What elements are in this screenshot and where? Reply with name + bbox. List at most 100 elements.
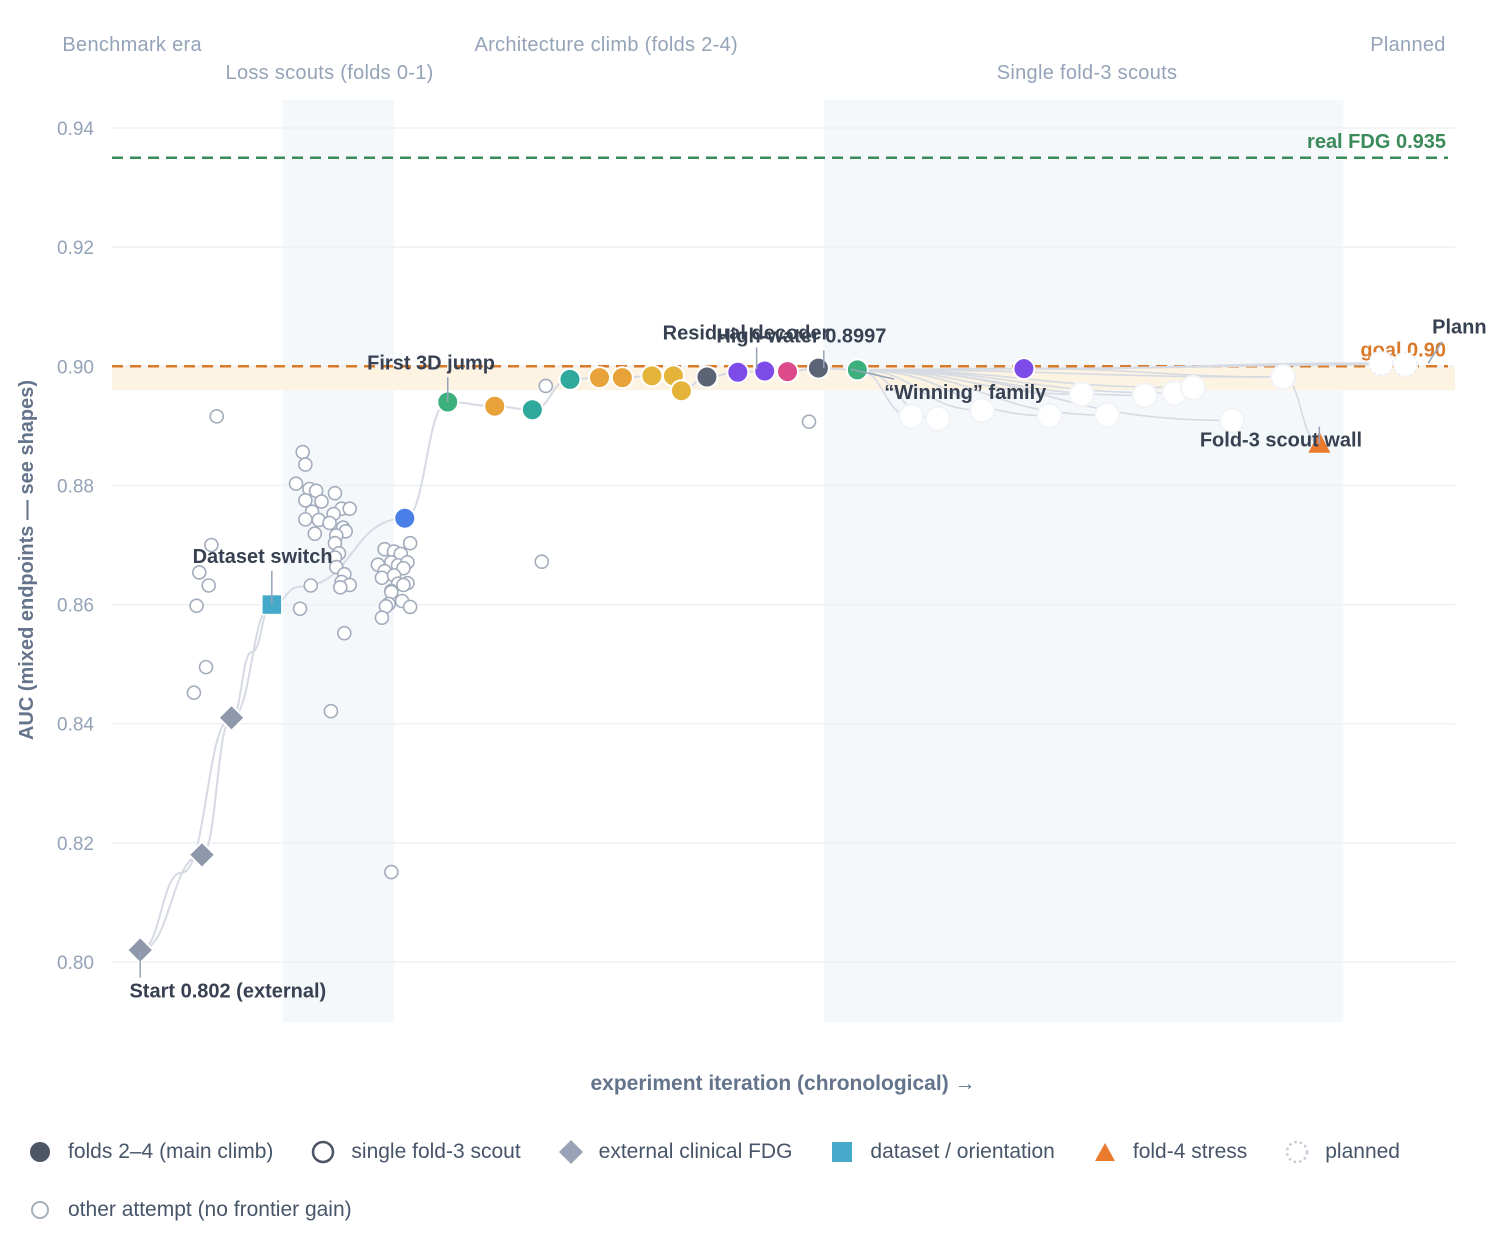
annotation-label: Residual decoder	[663, 322, 830, 344]
other-attempt-point	[298, 457, 313, 472]
other-attempt-point	[307, 526, 323, 541]
y-tick-label: 0.92	[57, 238, 94, 259]
other-attempt-point	[342, 501, 358, 516]
other-attempt-point	[333, 579, 348, 595]
legend: folds 2–4 (main climb) single fold-3 scou…	[28, 1140, 1478, 1222]
other-attempt-point	[298, 512, 313, 527]
other-attempt-point	[327, 485, 343, 501]
y-tick-label: 0.88	[57, 476, 94, 497]
annotation-label: “Winning” family	[884, 382, 1047, 404]
main-climb-point	[610, 366, 634, 390]
other-attempt-point	[288, 476, 304, 491]
y-tick-label: 0.80	[57, 953, 94, 974]
diamond-icon	[558, 1140, 583, 1164]
other-attempt-point	[198, 659, 214, 675]
connector-curve	[1023, 367, 1320, 445]
other-attempt-point	[201, 578, 216, 593]
main-climb-point	[520, 398, 544, 422]
legend-label: fold-4 stress	[1132, 1140, 1248, 1163]
annotation-label: Start 0.802 (external)	[129, 981, 326, 1003]
main-climb-point	[588, 366, 612, 390]
legend-label: dataset / orientation	[870, 1140, 1055, 1163]
fold3-scout-point	[1131, 382, 1158, 409]
legend-item: planned	[1285, 1140, 1400, 1164]
annotation-leader	[850, 368, 895, 380]
legend-label: external clinical FDG	[598, 1140, 793, 1163]
fold3-scout-point	[1270, 364, 1297, 391]
chart: 0.80 0.82 0.84 0.86 0.88 0.90 0.92 0.94 real FDG…	[16, 34, 1487, 1095]
era-label: Single fold-3 scouts	[997, 62, 1178, 84]
other-attempt-point	[322, 515, 337, 531]
legend-label: single fold-3 scout	[351, 1140, 521, 1163]
connector-curve	[857, 369, 1108, 416]
other-attempt-point	[323, 703, 339, 719]
other-attempt-point	[402, 599, 418, 615]
other-attempt-point	[538, 378, 554, 394]
annotation-label: Dataset switch	[193, 546, 333, 568]
other-attempt-point	[384, 864, 399, 880]
other-attempt-point	[186, 685, 202, 701]
era-shade-1	[823, 100, 1344, 1022]
y-tick-label: 0.90	[57, 357, 94, 378]
other-attempt-point	[396, 577, 411, 593]
y-tick-label: 0.86	[57, 596, 94, 617]
main-climb-point	[806, 356, 830, 380]
connector-curve	[857, 369, 1284, 378]
fold3-scout-point	[924, 405, 951, 432]
connector-curve	[1023, 363, 1406, 370]
main-climb-point	[558, 367, 582, 391]
main-climb-point	[483, 394, 507, 418]
annotation-label: Plann	[1432, 317, 1486, 339]
other-attempt-point	[292, 601, 308, 617]
planned-point	[1392, 351, 1419, 378]
annotation-leader	[1427, 341, 1443, 364]
era-label: Loss scouts (folds 0-1)	[226, 62, 434, 84]
legend-label: folds 2–4 (main climb)	[68, 1140, 274, 1163]
legend-label: planned	[1325, 1140, 1400, 1163]
other-attempt-point	[534, 554, 550, 569]
other-attempt-point	[374, 610, 390, 625]
main-climb-point	[1012, 357, 1036, 381]
triangle-icon	[1093, 1140, 1117, 1164]
external-fdg-point	[187, 840, 217, 870]
y-tick-label: 0.84	[57, 715, 94, 736]
y-tick-label: 0.82	[57, 834, 94, 855]
annotation-label: Fold-3 scout wall	[1200, 430, 1362, 452]
other-attempt-point	[402, 535, 418, 551]
legend-item: single fold-3 scout	[311, 1140, 521, 1164]
other-attempt-point	[204, 537, 219, 553]
other-attempt-point	[189, 598, 204, 614]
main-climb-point	[695, 365, 719, 389]
main-climb-point	[776, 360, 800, 384]
fold3-scout-point	[1094, 402, 1121, 429]
annotation-label: First 3D jump	[367, 352, 495, 374]
annotation-label: High-water 0.8997	[716, 325, 886, 347]
connector-curve	[857, 369, 983, 412]
main-climb-point	[845, 358, 869, 382]
connector-curve	[139, 603, 273, 952]
other-attempt-point	[303, 578, 319, 593]
external-fdg-point	[217, 703, 246, 733]
other-attempt-point	[209, 409, 225, 424]
other-attempt-point	[801, 414, 817, 429]
other-attempt-point	[314, 494, 329, 509]
reference-line-label-0: real FDG 0.935	[1307, 131, 1446, 153]
fold3-scout-point	[969, 397, 996, 424]
era-label: Planned	[1370, 34, 1446, 56]
connector-curve	[857, 369, 1050, 417]
fold3-scout-point	[898, 403, 925, 430]
fold3-scout-point	[1036, 402, 1063, 429]
open-circle-icon	[311, 1140, 335, 1164]
legend-label: other attempt (no frontier gain)	[68, 1198, 352, 1221]
dotted-circle-icon	[1285, 1140, 1309, 1164]
era-label: Benchmark era	[62, 34, 202, 56]
connector-curve	[857, 369, 1233, 422]
legend-item: other attempt (no frontier gain)	[28, 1198, 352, 1222]
fold3-scout-point	[1219, 407, 1246, 434]
main-climb-point	[393, 506, 417, 530]
planned-point	[1368, 350, 1395, 377]
y-axis-title: AUC (mixed endpoints — see shapes)	[16, 380, 38, 740]
legend-item: dataset / orientation	[830, 1140, 1055, 1164]
main-climb-point	[640, 364, 664, 388]
other-attempt-point	[337, 625, 352, 641]
